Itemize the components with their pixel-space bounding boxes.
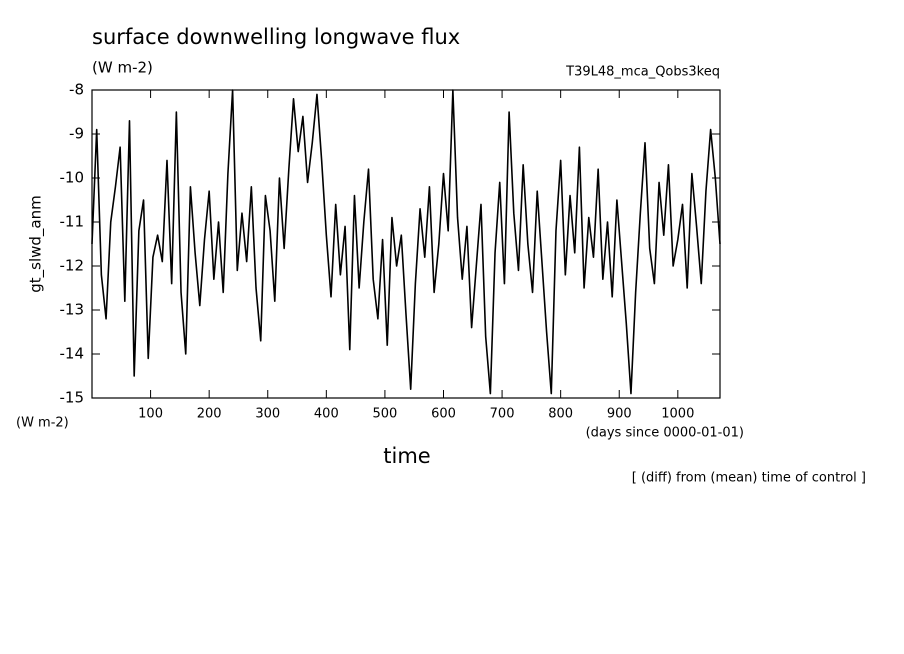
y-units: (W m-2) <box>16 416 69 431</box>
x-tick-label: 800 <box>548 407 573 422</box>
y-tick-label: -13 <box>60 301 85 319</box>
x-tick-label: 500 <box>372 407 397 422</box>
units: (W m-2) <box>92 59 153 77</box>
y-axis-label: gt_slwd_anm <box>27 195 46 293</box>
x-tick-label: 400 <box>314 407 339 422</box>
x-tick-label: 700 <box>490 407 515 422</box>
y-tick-label: -15 <box>60 389 85 407</box>
y-tick-label: -8 <box>69 81 84 99</box>
y-tick-label: -10 <box>60 169 85 187</box>
y-tick-label: -14 <box>60 345 85 363</box>
x-units: (days since 0000-01-01) <box>586 426 744 441</box>
x-tick-label: 1000 <box>661 407 694 422</box>
y-tick-label: -9 <box>69 125 84 143</box>
x-axis-label: time <box>383 444 430 468</box>
x-tick-label: 200 <box>197 407 222 422</box>
x-tick-label: 900 <box>607 407 632 422</box>
x-tick-label: 600 <box>431 407 456 422</box>
x-tick-label: 100 <box>138 407 163 422</box>
chart-title: surface downwelling longwave flux <box>92 25 460 49</box>
x-tick-label: 300 <box>255 407 280 422</box>
data-line <box>91 89 721 395</box>
note: [ (diff) from (mean) time of control ] <box>632 471 866 486</box>
run-label: T39L48_mca_Qobs3keq <box>565 65 720 80</box>
y-tick-label: -11 <box>60 213 85 231</box>
y-tick-label: -12 <box>60 257 85 275</box>
